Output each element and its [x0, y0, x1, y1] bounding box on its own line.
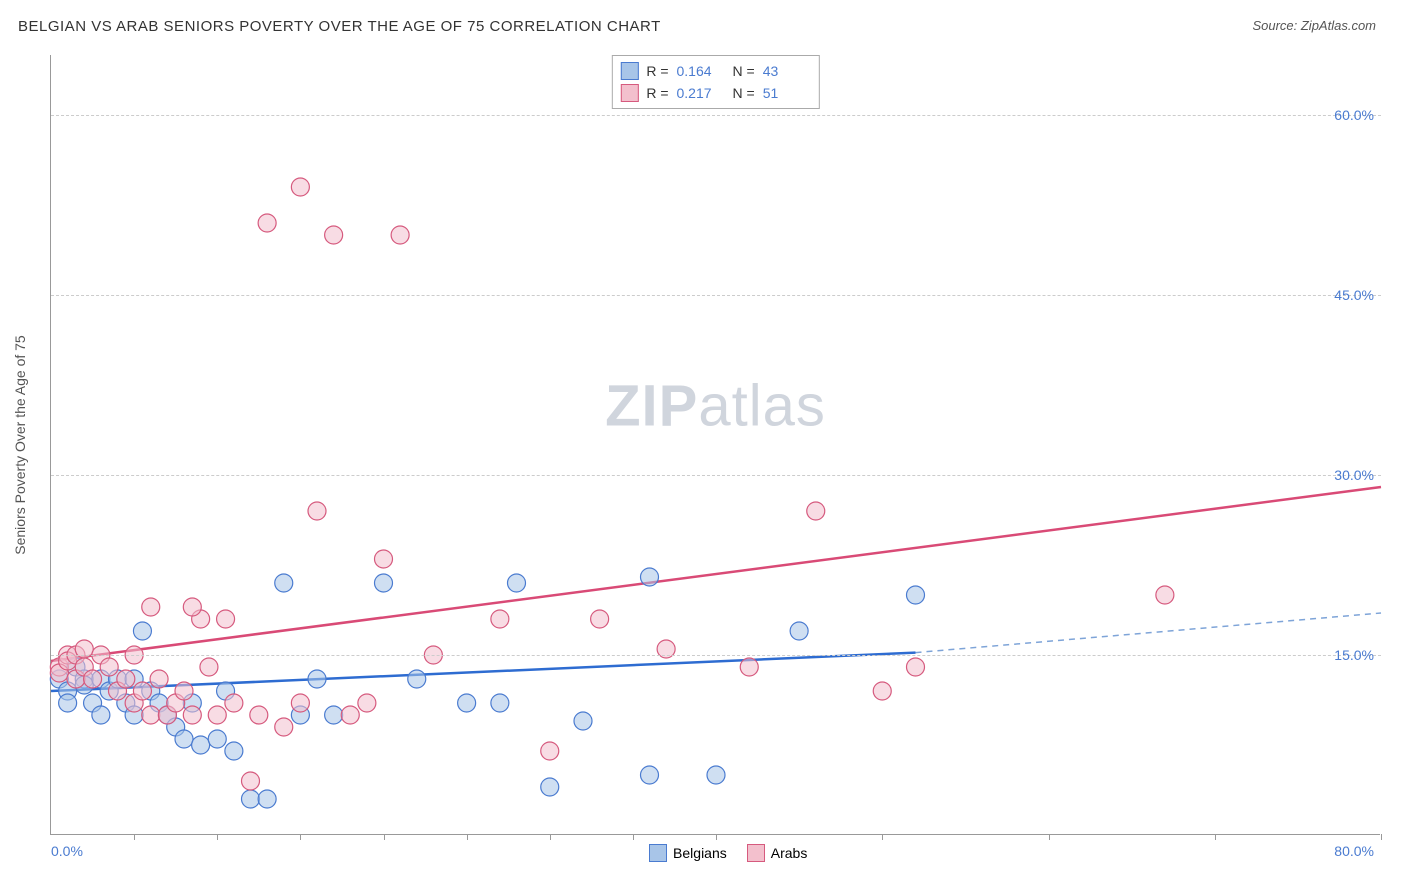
y-tick-label: 30.0% — [1334, 467, 1374, 483]
x-tick — [467, 834, 468, 840]
gridline — [51, 475, 1381, 476]
legend-item-arabs: Arabs — [747, 844, 808, 862]
gridline — [51, 115, 1381, 116]
x-tick — [633, 834, 634, 840]
header: BELGIAN VS ARAB SENIORS POVERTY OVER THE… — [0, 0, 1406, 35]
gridline — [51, 295, 1381, 296]
chart-container: Seniors Poverty Over the Age of 75 ZIPat… — [50, 55, 1380, 835]
stat-n-label: N = — [733, 85, 755, 101]
legend: Belgians Arabs — [649, 844, 807, 862]
swatch-icon — [649, 844, 667, 862]
stat-r-label: R = — [646, 63, 668, 79]
x-tick — [217, 834, 218, 840]
stat-r-value: 0.164 — [677, 63, 725, 79]
x-tick — [1381, 834, 1382, 840]
x-tick — [300, 834, 301, 840]
chart-title: BELGIAN VS ARAB SENIORS POVERTY OVER THE… — [18, 18, 661, 35]
legend-label: Belgians — [673, 845, 727, 861]
stats-row-belgians: R = 0.164 N = 43 — [620, 60, 810, 82]
stat-r-value: 0.217 — [677, 85, 725, 101]
x-tick — [384, 834, 385, 840]
legend-label: Arabs — [771, 845, 808, 861]
stats-box: R = 0.164 N = 43 R = 0.217 N = 51 — [611, 55, 819, 109]
y-tick-label: 45.0% — [1334, 287, 1374, 303]
legend-item-belgians: Belgians — [649, 844, 727, 862]
swatch-icon — [620, 62, 638, 80]
x-tick — [134, 834, 135, 840]
x-tick — [882, 834, 883, 840]
stat-n-value: 51 — [763, 85, 811, 101]
x-tick — [716, 834, 717, 840]
gridline — [51, 655, 1381, 656]
x-axis-end-label: 80.0% — [1334, 843, 1374, 859]
swatch-icon — [747, 844, 765, 862]
plot-area: ZIPatlas R = 0.164 N = 43 R = 0.217 N = … — [50, 55, 1380, 835]
y-tick-label: 60.0% — [1334, 107, 1374, 123]
swatch-icon — [620, 84, 638, 102]
y-axis-title: Seniors Poverty Over the Age of 75 — [12, 335, 28, 554]
y-tick-label: 15.0% — [1334, 647, 1374, 663]
stat-n-label: N = — [733, 63, 755, 79]
x-tick — [1049, 834, 1050, 840]
x-tick — [550, 834, 551, 840]
stat-n-value: 43 — [763, 63, 811, 79]
stats-row-arabs: R = 0.217 N = 51 — [620, 82, 810, 104]
x-tick — [1215, 834, 1216, 840]
x-axis-start-label: 0.0% — [51, 843, 83, 859]
scatter-plot-svg — [51, 55, 1381, 835]
stat-r-label: R = — [646, 85, 668, 101]
source-attribution: Source: ZipAtlas.com — [1252, 18, 1376, 33]
